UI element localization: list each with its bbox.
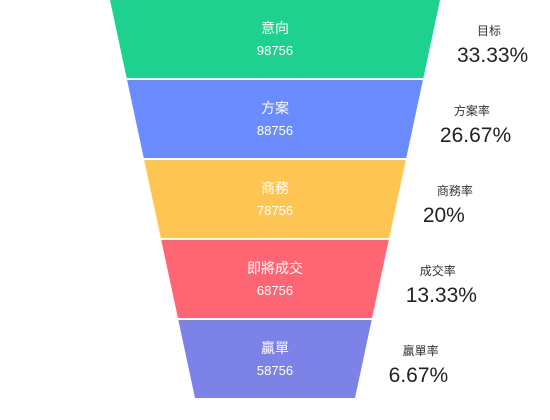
conversion-rate-value: 33.33% bbox=[457, 44, 528, 67]
funnel-segment-2 bbox=[144, 160, 406, 238]
funnel-segment-3 bbox=[161, 240, 389, 318]
conversion-rate-label: 贏單率 bbox=[403, 343, 439, 358]
funnel-segment-value: 88756 bbox=[257, 123, 293, 138]
funnel-segment-label: 贏單 bbox=[261, 341, 289, 357]
funnel-segment-0 bbox=[110, 0, 440, 78]
conversion-rate-value: 20% bbox=[423, 204, 465, 227]
funnel-segment-label: 方案 bbox=[261, 100, 289, 117]
funnel-segment-value: 78756 bbox=[257, 203, 293, 218]
funnel-segment-label: 即將成交 bbox=[247, 260, 303, 277]
conversion-rate-value: 13.33% bbox=[406, 284, 477, 307]
funnel-segment-value: 98756 bbox=[257, 43, 293, 58]
funnel-segment-label: 商務 bbox=[261, 181, 289, 197]
funnel-segment-label: 意向 bbox=[261, 20, 289, 37]
conversion-rate-value: 6.67% bbox=[389, 364, 449, 387]
conversion-rate-value: 26.67% bbox=[440, 124, 511, 147]
funnel-segment-4 bbox=[178, 320, 372, 398]
conversion-rate-label: 成交率 bbox=[420, 263, 456, 278]
conversion-rate-label: 商務率 bbox=[437, 183, 473, 198]
funnel-segment-1 bbox=[127, 80, 423, 158]
conversion-rate-label: 目标 bbox=[477, 24, 501, 38]
conversion-rate-label: 方案率 bbox=[454, 103, 490, 118]
funnel-segment-value: 68756 bbox=[257, 283, 293, 298]
funnel-segment-value: 58756 bbox=[257, 363, 293, 378]
